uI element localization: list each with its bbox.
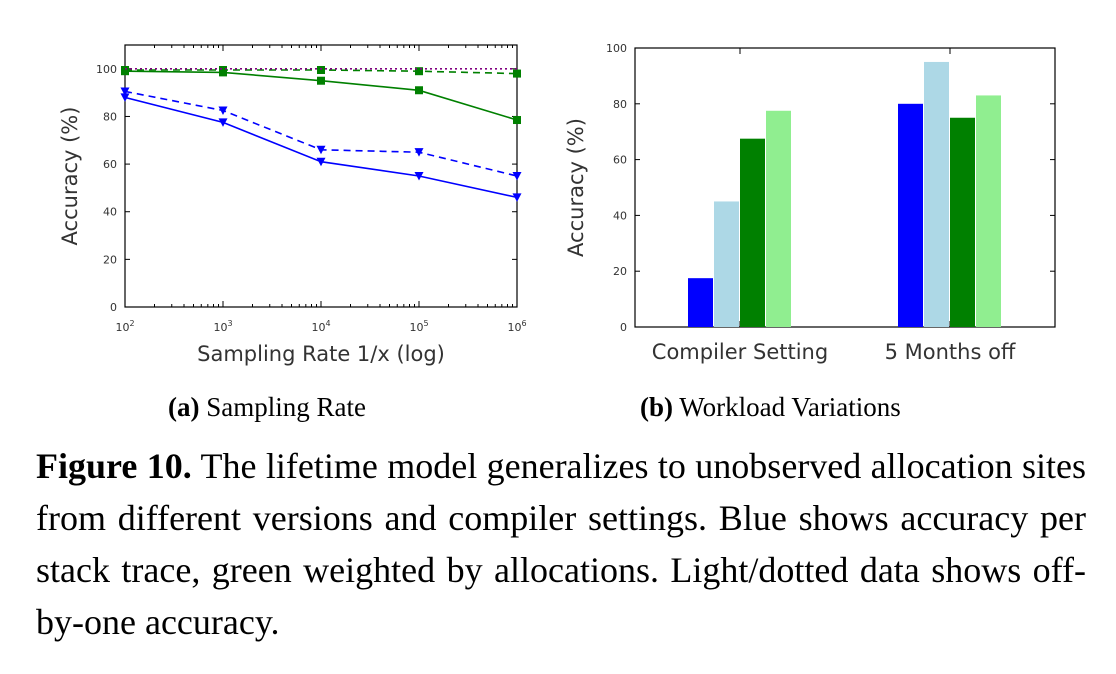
y-tick-label: 60 xyxy=(613,154,627,167)
x-category-label: Compiler Setting xyxy=(652,340,828,364)
data-point-triangle xyxy=(218,106,228,115)
x-tick-label: 103 xyxy=(213,319,232,334)
data-point-triangle xyxy=(512,172,522,181)
bar-1-2 xyxy=(950,117,975,327)
y-tick-label: 60 xyxy=(103,158,117,171)
data-point-square xyxy=(415,86,423,95)
y-tick-label: 100 xyxy=(96,63,117,76)
sampling-rate-chart: 0 20 40 60 80 100 102 103 104 105 106 Sampling Rate… xyxy=(58,44,527,366)
subcaption-a-text: Sampling Rate xyxy=(206,392,366,422)
figure-caption: Figure 10. The lifetime model generalize… xyxy=(36,440,1086,648)
x-tick-label: 104 xyxy=(311,319,330,334)
data-point-triangle xyxy=(316,157,326,167)
workload-variations-chart: 0 20 40 60 80 100 Compiler Setting 5 Months off… xyxy=(564,42,1056,364)
y-tick-label: 80 xyxy=(103,110,117,123)
data-point-triangle xyxy=(120,93,130,102)
figure-caption-text: The lifetime model generalizes to unobse… xyxy=(36,446,1087,642)
bar-0-2 xyxy=(740,138,765,327)
y-tick-label: 80 xyxy=(613,98,627,111)
data-point-triangle xyxy=(414,172,424,181)
x-tick-label: 105 xyxy=(409,319,428,334)
data-point-triangle xyxy=(120,87,130,96)
bar-1-0 xyxy=(898,103,923,327)
bar-0-1 xyxy=(714,201,739,327)
subcaption-a-label: (a) xyxy=(168,392,200,422)
y-axis-label: Accuracy (%) xyxy=(564,118,588,257)
data-point-triangle xyxy=(316,145,326,155)
data-point-triangle xyxy=(414,148,424,157)
y-tick-label: 20 xyxy=(613,265,627,278)
plot-frame xyxy=(634,47,1056,328)
subcaption-b: (b) Workload Variations xyxy=(640,392,901,423)
x-category-label: 5 Months off xyxy=(885,340,1016,364)
data-point-triangle xyxy=(512,193,522,202)
data-point-square xyxy=(121,66,129,75)
data-point-square xyxy=(513,69,521,78)
data-point-square xyxy=(317,66,325,75)
data-point-triangle xyxy=(218,118,228,127)
subcaption-a: (a) Sampling Rate xyxy=(168,392,366,423)
subcaption-b-label: (b) xyxy=(640,392,673,422)
y-tick-label: 40 xyxy=(103,206,117,219)
figure-label: Figure 10. xyxy=(36,446,192,486)
y-tick-label: 40 xyxy=(613,209,627,222)
bar-1-3 xyxy=(976,95,1001,328)
bar-0-0 xyxy=(688,278,713,327)
x-tick-label: 106 xyxy=(507,319,526,334)
data-point-square xyxy=(513,116,521,125)
bar-1-1 xyxy=(924,61,949,327)
x-axis-label: Sampling Rate 1/x (log) xyxy=(197,342,445,366)
x-tick-label: 102 xyxy=(115,319,134,334)
data-point-square xyxy=(415,67,423,76)
subcaption-b-text: Workload Variations xyxy=(679,392,901,422)
data-point-square xyxy=(317,76,325,85)
y-tick-label: 20 xyxy=(103,253,117,266)
y-tick-label: 0 xyxy=(620,321,627,334)
data-point-square xyxy=(219,66,227,75)
y-tick-label: 0 xyxy=(110,301,117,314)
bar-0-3 xyxy=(766,110,791,328)
y-axis-label: Accuracy (%) xyxy=(58,107,82,246)
y-tick-label: 100 xyxy=(606,42,627,55)
